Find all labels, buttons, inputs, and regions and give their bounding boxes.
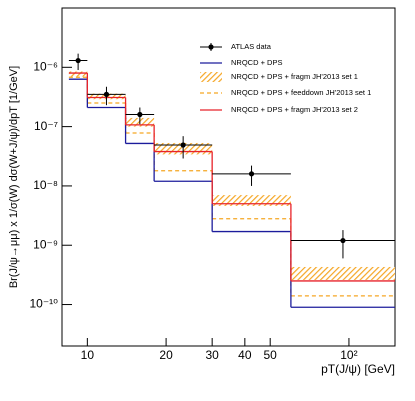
band (68, 71, 88, 77)
x-axis-label: pT(J/ψ) [GeV] (321, 362, 395, 376)
data-point (103, 91, 110, 97)
band (212, 195, 291, 206)
legend-label: NRQCD + DPS + fragm JH'2013 set 1 (231, 72, 358, 81)
y-tick-label: 10⁻⁶ (33, 59, 58, 73)
legend-label: ATLAS data (231, 42, 272, 51)
y-tick-label: 10⁻⁸ (33, 178, 58, 192)
legend-marker (208, 44, 214, 50)
legend-label: NRQCD + DPS + feeddown JH'2013 set 1 (231, 88, 371, 97)
y-tick-label: 10⁻⁹ (33, 237, 58, 251)
data-point (180, 142, 186, 148)
data-point (75, 57, 81, 64)
y-axis-label: Br(J/ψ→μμ) x 1/σ(W) dσ(W+J/ψ)/dpT [1/GeV… (8, 66, 20, 288)
legend-label: NRQCD + DPS + fragm JH'2013 set 2 (231, 105, 358, 114)
y-tick-label: 10⁻⁷ (34, 119, 58, 133)
x-tick-label: 50 (264, 348, 278, 362)
data-point (340, 237, 346, 244)
x-tick-label: 10 (81, 348, 95, 362)
band (290, 266, 395, 280)
legend-marker (200, 72, 222, 82)
legend-label: NRQCD + DPS (231, 58, 282, 67)
plot-frame (61, 7, 396, 347)
x-tick-label: 20 (159, 348, 173, 362)
x-tick-label: 40 (238, 348, 252, 362)
x-tick-label: 10² (340, 348, 357, 362)
x-tick-label: 30 (205, 348, 219, 362)
data-point (248, 171, 255, 177)
data-point (137, 111, 143, 118)
y-tick-label: 10⁻¹⁰ (30, 297, 59, 311)
